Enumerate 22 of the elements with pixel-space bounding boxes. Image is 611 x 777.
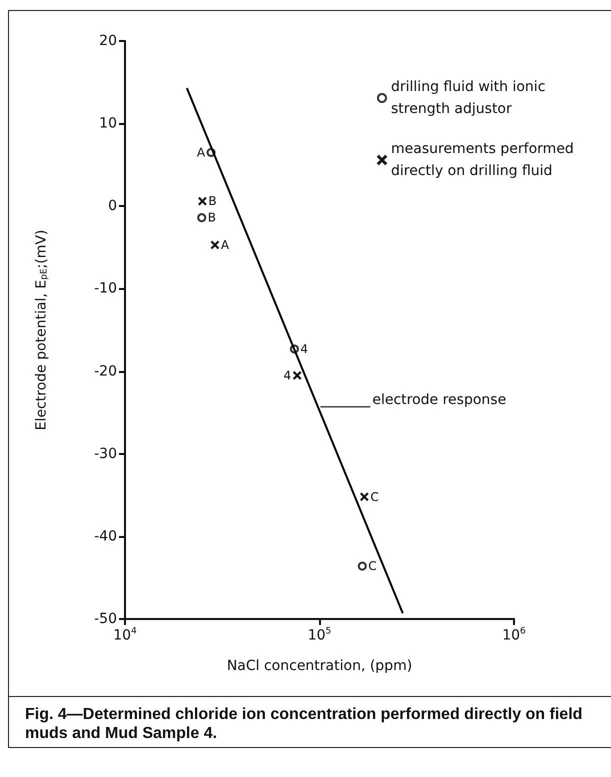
annotation: C [370, 490, 379, 504]
annotation: B [208, 210, 216, 225]
legend-label: drilling fluid with ionic strength adjustor [391, 79, 550, 117]
y-tick-label: 0 [108, 198, 117, 214]
annotation: 4 [300, 342, 308, 356]
annotation: A [196, 145, 206, 160]
y-tick-label: -10 [94, 280, 117, 297]
y-tick-label: -20 [94, 363, 117, 380]
x-axis-title: NaCl concentration, (ppm) [226, 658, 412, 674]
annotation: electrode response [372, 392, 506, 408]
y-axis-title: Electrode potential, EpE;(mV) [34, 230, 50, 430]
y-tick-label: 20 [99, 33, 117, 49]
text: Fig. 4—Determined chloride ion concentration performed directly on field muds and Mud Sample 4. [9, 696, 611, 747]
y-tick-label: -30 [94, 446, 117, 462]
legend-label: measurements performed directly on drilling fluid [391, 141, 578, 179]
y-tick-label: -50 [94, 611, 117, 627]
annotation: A [220, 238, 230, 252]
y-tick-label: -40 [94, 528, 117, 544]
annotation: 4 [284, 368, 292, 382]
y-tick-label: 10 [99, 116, 117, 132]
annotation: B [208, 194, 217, 208]
annotation: C [368, 559, 377, 574]
